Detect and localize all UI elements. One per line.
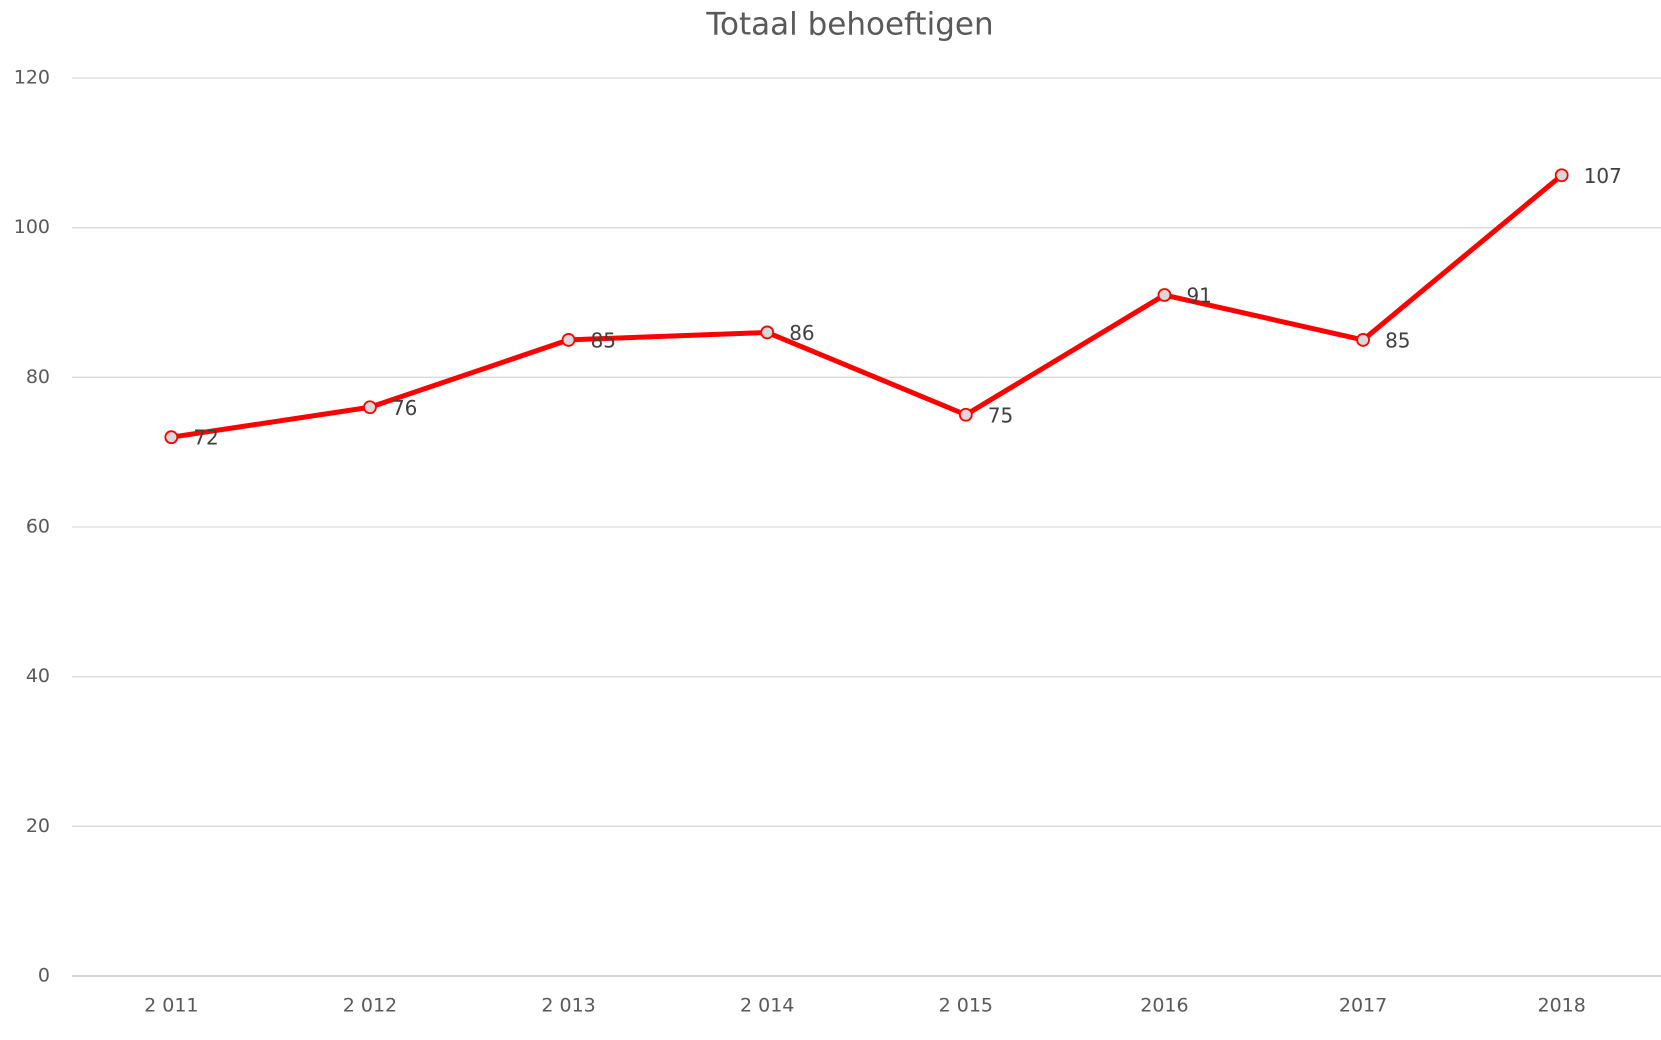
series-line bbox=[170, 173, 1564, 440]
x-tick-label: 2016 bbox=[1140, 995, 1188, 1017]
y-tick-label: 0 bbox=[38, 965, 50, 987]
x-tick-label: 2 013 bbox=[541, 995, 595, 1017]
y-tick-label: 20 bbox=[26, 815, 50, 837]
data-label: 85 bbox=[1385, 328, 1410, 352]
y-tick-label: 100 bbox=[14, 216, 50, 238]
data-label: 91 bbox=[1186, 284, 1211, 308]
x-tick-label: 2 011 bbox=[144, 995, 198, 1017]
data-point bbox=[1554, 168, 1569, 183]
data-point bbox=[164, 430, 179, 445]
data-point bbox=[760, 325, 775, 340]
y-tick-label: 80 bbox=[26, 366, 50, 388]
y-tick-label: 60 bbox=[26, 516, 50, 538]
data-point bbox=[1157, 288, 1172, 302]
y-tick-label: 120 bbox=[14, 67, 50, 89]
data-label: 85 bbox=[591, 328, 616, 352]
data-point bbox=[561, 333, 576, 347]
data-point bbox=[1356, 333, 1370, 347]
chart-title: Totaal behoeftigen bbox=[705, 7, 993, 43]
x-tick-label: 2018 bbox=[1538, 995, 1586, 1017]
data-label: 107 bbox=[1584, 164, 1622, 188]
data-label: 72 bbox=[193, 426, 218, 450]
data-label: 86 bbox=[789, 321, 814, 345]
y-tick-label: 40 bbox=[26, 665, 50, 687]
data-point bbox=[958, 407, 973, 422]
data-label: 75 bbox=[988, 403, 1013, 427]
data-point bbox=[363, 400, 377, 415]
x-tick-label: 2 012 bbox=[343, 995, 397, 1017]
x-tick-label: 2 015 bbox=[939, 995, 993, 1017]
data-label: 76 bbox=[392, 396, 417, 420]
x-tick-label: 2017 bbox=[1339, 995, 1387, 1017]
x-tick-label: 2 014 bbox=[740, 995, 794, 1017]
